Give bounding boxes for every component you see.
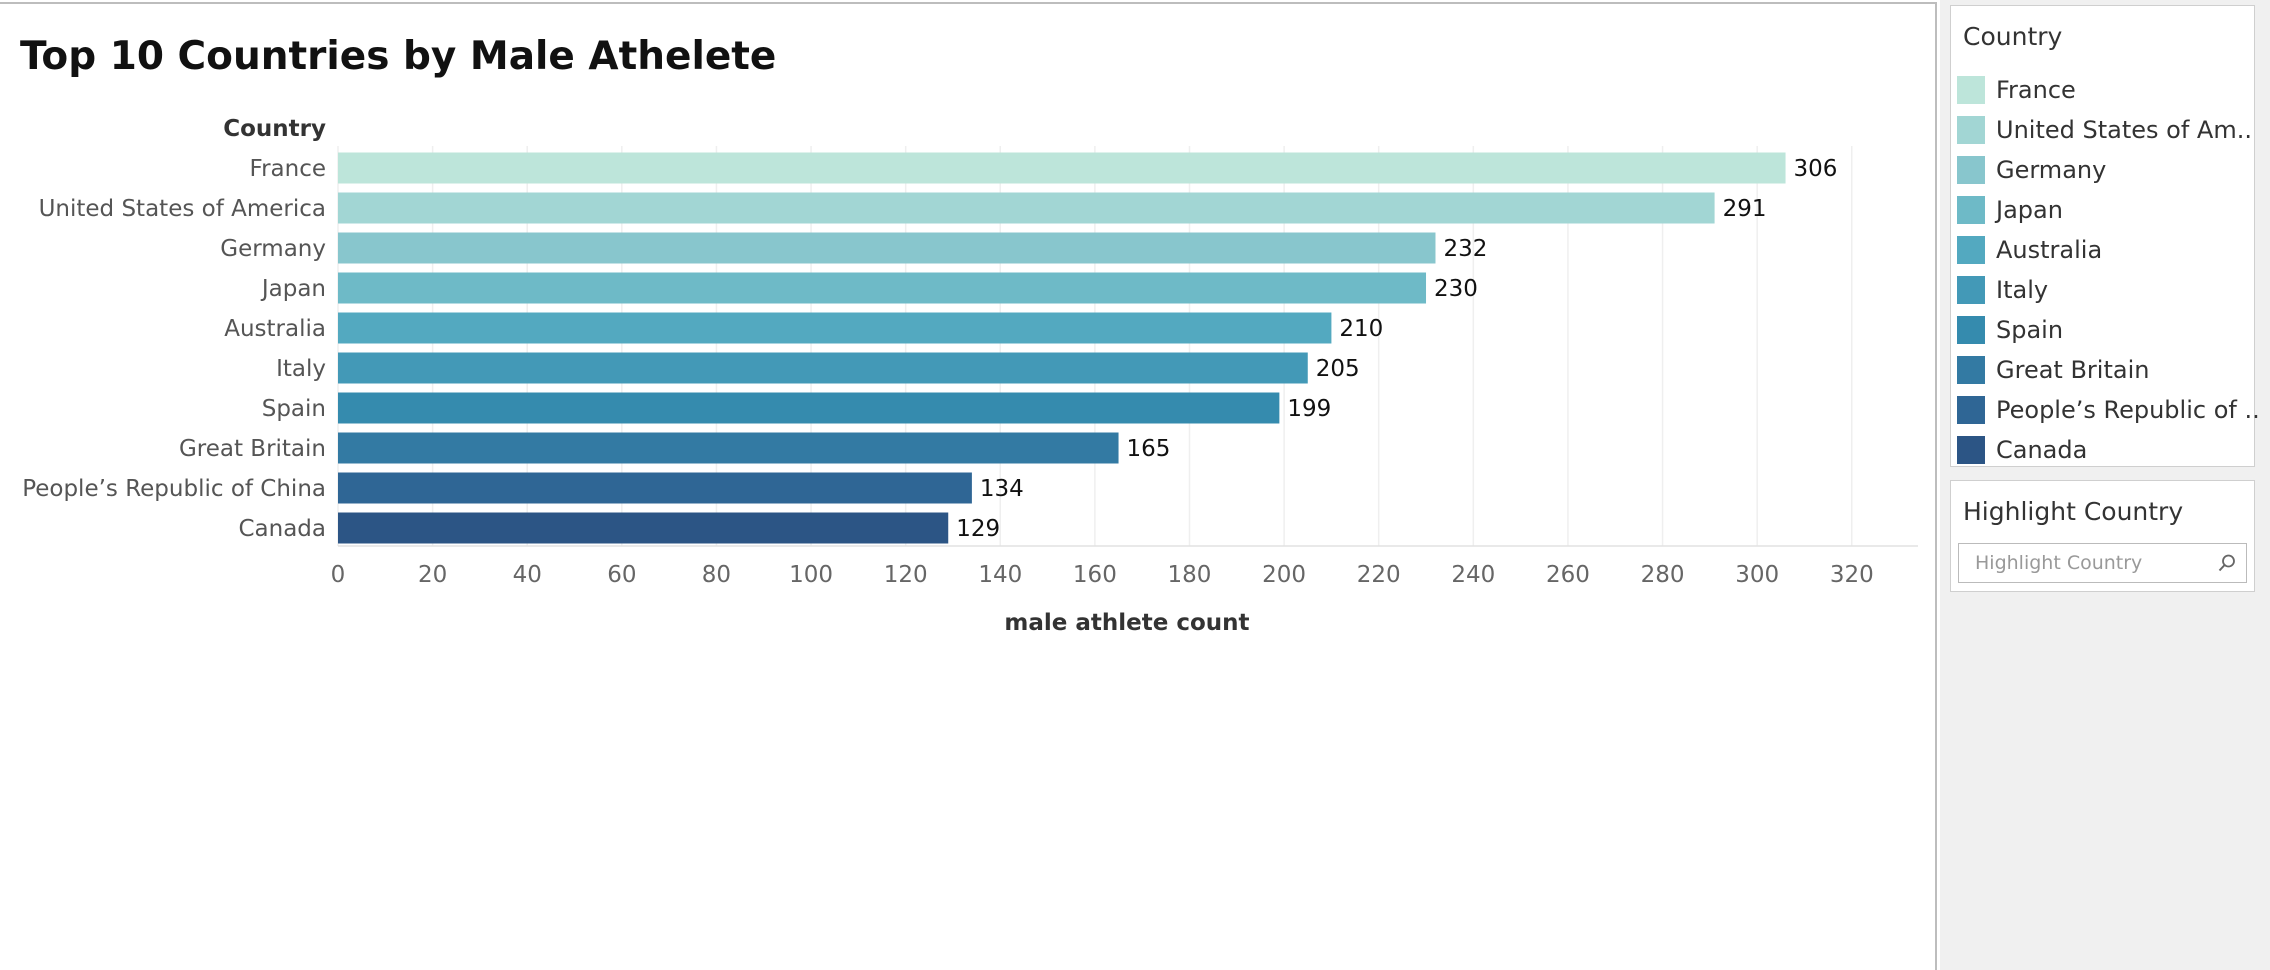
legend-swatch <box>1957 196 1985 224</box>
bar[interactable] <box>338 272 1427 304</box>
value-label: 232 <box>1443 236 1487 262</box>
category-label: People’s Republic of China <box>22 476 326 502</box>
legend-label: Italy <box>1996 276 2049 304</box>
chart-title: Top 10 Countries by Male Athelete <box>20 34 777 79</box>
legend-label: United States of Am.. <box>1996 116 2252 144</box>
viz-area: Top 10 Countries by Male Athelete France… <box>0 2 1937 970</box>
x-tick-label: 320 <box>1830 562 1874 588</box>
x-tick-label: 20 <box>418 562 447 588</box>
legend-items: France United States of Am.. Germany Japan A… <box>1957 70 2260 470</box>
x-axis-ticks: 0 20 40 60 80 100 120 140 160 180 200 220 240 260 280 3… <box>331 562 1874 588</box>
x-tick-label: 60 <box>607 562 636 588</box>
legend-label: Canada <box>1996 436 2088 464</box>
value-label: 291 <box>1723 196 1767 222</box>
x-tick-label: 40 <box>513 562 542 588</box>
bar[interactable] <box>338 232 1436 264</box>
value-label: 165 <box>1127 436 1171 462</box>
legend-item[interactable]: Spain <box>1957 310 2250 350</box>
x-tick-label: 280 <box>1641 562 1685 588</box>
x-tick-label: 100 <box>789 562 833 588</box>
highlight-panel: Highlight Country <box>1950 480 2255 592</box>
legend-label: Great Britain <box>1996 356 2150 384</box>
category-label: Great Britain <box>179 436 326 462</box>
x-tick-label: 300 <box>1735 562 1779 588</box>
category-label: Japan <box>260 276 326 302</box>
legend-item[interactable]: Japan <box>1957 190 2250 230</box>
value-label: 306 <box>1794 156 1838 182</box>
x-tick-label: 80 <box>702 562 731 588</box>
legend-swatch <box>1957 276 1985 304</box>
legend-swatch <box>1957 396 1985 424</box>
x-tick-label: 180 <box>1168 562 1212 588</box>
bar[interactable] <box>338 352 1308 384</box>
bar[interactable] <box>338 472 972 504</box>
legend-swatch <box>1957 436 1985 464</box>
category-label: United States of America <box>39 196 326 222</box>
y-axis-title: Country <box>223 116 326 142</box>
bar[interactable] <box>338 432 1119 464</box>
value-label: 205 <box>1316 356 1360 382</box>
legend-label: People’s Republic of .. <box>1996 396 2260 424</box>
color-legend: Country France United States of Am.. Germa… <box>1950 5 2260 470</box>
legend-swatch <box>1957 156 1985 184</box>
legend-item[interactable]: Australia <box>1957 230 2250 270</box>
category-label: France <box>250 156 326 182</box>
legend-swatch <box>1957 316 1985 344</box>
legend-title: Country <box>1963 22 2063 51</box>
legend-item[interactable]: France <box>1957 70 2250 110</box>
value-label: 129 <box>956 516 1000 542</box>
legend-label: Japan <box>1996 196 2063 224</box>
category-label: Australia <box>224 316 326 342</box>
legend-item[interactable]: Canada <box>1957 430 2250 470</box>
bar[interactable] <box>338 512 949 544</box>
bar-chart: France United States of America Germany Jap… <box>22 116 1918 636</box>
legend-swatch <box>1957 236 1985 264</box>
x-axis-title: male athlete count <box>1004 610 1249 636</box>
category-labels: France United States of America Germany Jap… <box>22 156 326 542</box>
legend-swatch <box>1957 356 1985 384</box>
legend-item[interactable]: Great Britain <box>1957 350 2250 390</box>
category-label: Italy <box>276 356 326 382</box>
legend-item[interactable]: United States of Am.. <box>1957 110 2252 150</box>
value-label: 199 <box>1287 396 1331 422</box>
highlight-country-input[interactable] <box>1959 544 2225 582</box>
legend-swatch <box>1957 76 1985 104</box>
x-tick-label: 160 <box>1073 562 1117 588</box>
legend-label: Australia <box>1996 236 2103 264</box>
legend-label: Germany <box>1996 156 2107 184</box>
value-label: 210 <box>1339 316 1383 342</box>
x-tick-label: 260 <box>1546 562 1590 588</box>
bar[interactable] <box>338 152 1786 184</box>
category-label: Spain <box>262 396 326 422</box>
bars <box>338 152 1786 544</box>
x-tick-label: 220 <box>1357 562 1401 588</box>
bar[interactable] <box>338 312 1332 344</box>
legend-item[interactable]: Germany <box>1957 150 2250 190</box>
highlight-search-box[interactable] <box>1958 543 2247 583</box>
category-label: Germany <box>220 236 326 262</box>
legend-label: Spain <box>1996 316 2064 344</box>
x-tick-label: 140 <box>978 562 1022 588</box>
highlight-title: Highlight Country <box>1963 497 2184 526</box>
value-label: 230 <box>1434 276 1478 302</box>
sidebar: Country France United States of Am.. Germa… <box>1940 0 2270 970</box>
category-label: Canada <box>238 516 326 542</box>
legend-label: France <box>1996 76 2076 104</box>
x-tick-label: 240 <box>1451 562 1495 588</box>
search-icon[interactable] <box>2216 552 2238 574</box>
bar[interactable] <box>338 392 1280 424</box>
value-labels: 306 291 232 230 210 205 199 165 134 129 <box>956 156 1837 542</box>
x-tick-label: 0 <box>331 562 346 588</box>
x-tick-label: 120 <box>884 562 928 588</box>
bar[interactable] <box>338 192 1715 224</box>
value-label: 134 <box>980 476 1024 502</box>
legend-swatch <box>1957 116 1985 144</box>
legend-item[interactable]: Italy <box>1957 270 2250 310</box>
legend-item[interactable]: People’s Republic of .. <box>1957 390 2260 430</box>
x-tick-label: 200 <box>1262 562 1306 588</box>
